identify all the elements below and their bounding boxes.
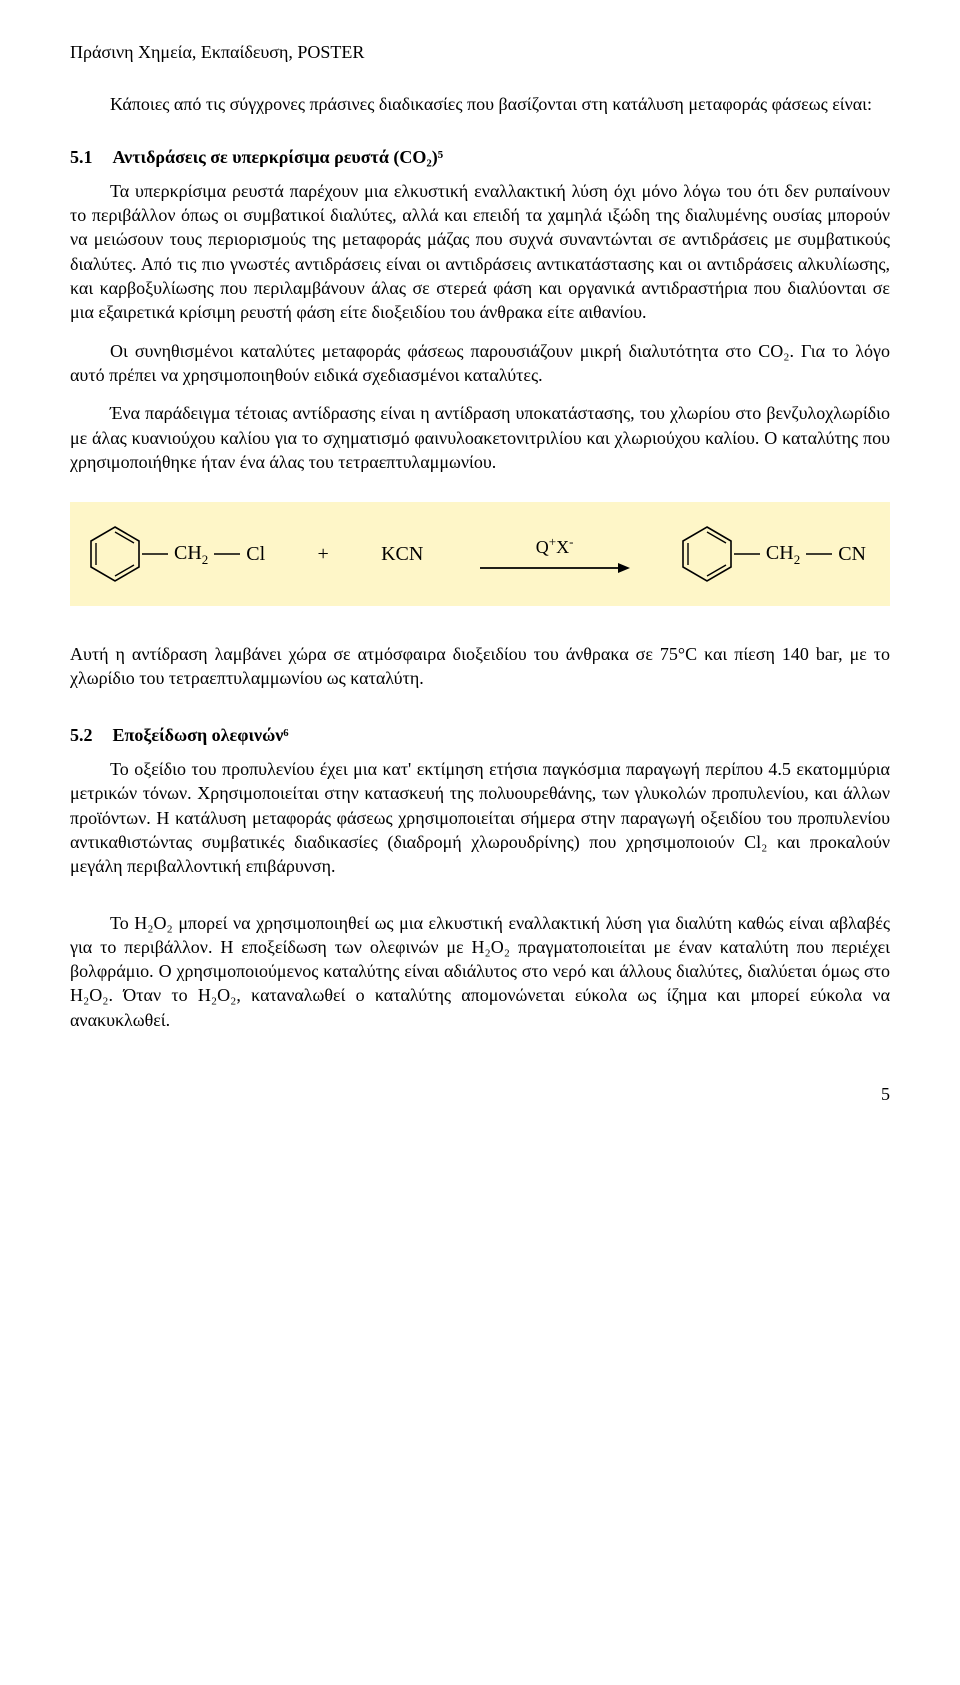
intro-paragraph: Κάποιες από τις σύγχρονες πράσινες διαδι…	[70, 92, 890, 116]
section-number: 5.1	[70, 147, 93, 167]
after-reaction-paragraph: Αυτή η αντίδραση λαμβάνει χώρα σε ατμόσφ…	[70, 642, 890, 691]
sec52-paragraph-2: Το H₂O₂ μπορεί να χρησιμοποιηθεί ως μια …	[70, 911, 890, 1032]
bond-icon	[734, 549, 760, 559]
reactant-benzyl-chloride: CH2 Cl	[88, 524, 271, 584]
reaction-arrow: Q+X-	[480, 533, 630, 575]
product-phenylacetonitrile: CH2 CN	[680, 524, 872, 584]
kcn-label: KCN	[381, 541, 423, 568]
section-title: Αντιδράσεις σε υπερκρίσιμα ρευστά (CO₂)⁵	[113, 147, 444, 167]
sec52-paragraph-1: Το οξείδιο του προπυλενίου έχει μια κατ'…	[70, 757, 890, 878]
section-number: 5.2	[70, 725, 93, 745]
reaction-scheme: CH2 Cl + KCN Q+X- CH2 CN	[70, 502, 890, 606]
ch2-label: CH2	[766, 540, 800, 569]
benzene-ring-icon	[88, 524, 142, 584]
catalyst-label: Q+X-	[536, 533, 574, 559]
benzene-ring-icon	[680, 524, 734, 584]
sec51-paragraph-2: Οι συνηθισμένοι καταλύτες μεταφοράς φάσε…	[70, 339, 890, 388]
sec51-paragraph-1: Τα υπερκρίσιμα ρευστά παρέχουν μια ελκυσ…	[70, 179, 890, 325]
bond-icon	[214, 549, 240, 559]
cn-label: CN	[838, 541, 866, 568]
section-5-2-heading: 5.2 Εποξείδωση ολεφινών⁶	[70, 723, 890, 747]
bond-icon	[806, 549, 832, 559]
ch2-label: CH2	[174, 540, 208, 569]
page-header: Πράσινη Χημεία, Εκπαίδευση, POSTER	[70, 40, 890, 64]
bond-icon	[142, 549, 168, 559]
sec51-paragraph-3: Ένα παράδειγμα τέτοιας αντίδρασης είναι …	[70, 401, 890, 474]
page-number: 5	[70, 1082, 890, 1106]
cl-label: Cl	[246, 541, 265, 568]
plus-sign: +	[318, 541, 329, 568]
section-title: Εποξείδωση ολεφινών⁶	[113, 725, 289, 745]
section-5-1-heading: 5.1 Αντιδράσεις σε υπερκρίσιμα ρευστά (CO…	[70, 145, 890, 169]
arrow-icon	[480, 561, 630, 575]
